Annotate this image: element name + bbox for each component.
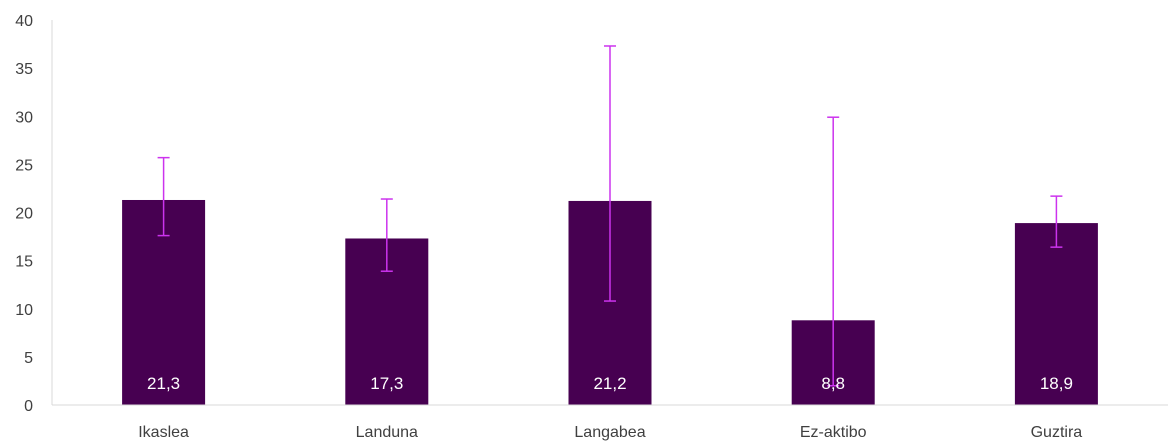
y-tick-label: 15 [15,254,33,271]
y-tick-label: 35 [15,61,33,78]
error-bars [157,45,1063,387]
y-tick-label: 5 [24,350,33,367]
y-tick-label: 0 [24,398,33,415]
x-axis: Ikaslea Landuna Langabea Ez-aktibo Guztira [52,404,1168,441]
data-label: 21,2 [593,374,626,393]
data-label: 18,9 [1040,374,1073,393]
y-tick-label: 25 [15,157,33,174]
y-tick-label: 40 [15,13,33,30]
y-tick-label: 10 [15,302,33,319]
x-tick-label: Ikaslea [138,424,189,441]
x-tick-label: Guztira [1031,424,1083,441]
data-label: 17,3 [370,374,403,393]
x-tick-label: Landuna [356,424,418,441]
x-tick-label: Ez-aktibo [800,424,867,441]
y-axis: 0 5 10 15 20 25 30 35 40 [15,13,53,415]
bar [1014,223,1098,405]
data-labels: 21,3 17,3 21,2 8,8 18,9 [147,374,1073,393]
x-tick-label: Langabea [574,424,645,441]
y-tick-label: 20 [15,206,33,223]
data-label: 8,8 [821,374,845,393]
data-label: 21,3 [147,374,180,393]
y-tick-label: 30 [15,109,33,126]
